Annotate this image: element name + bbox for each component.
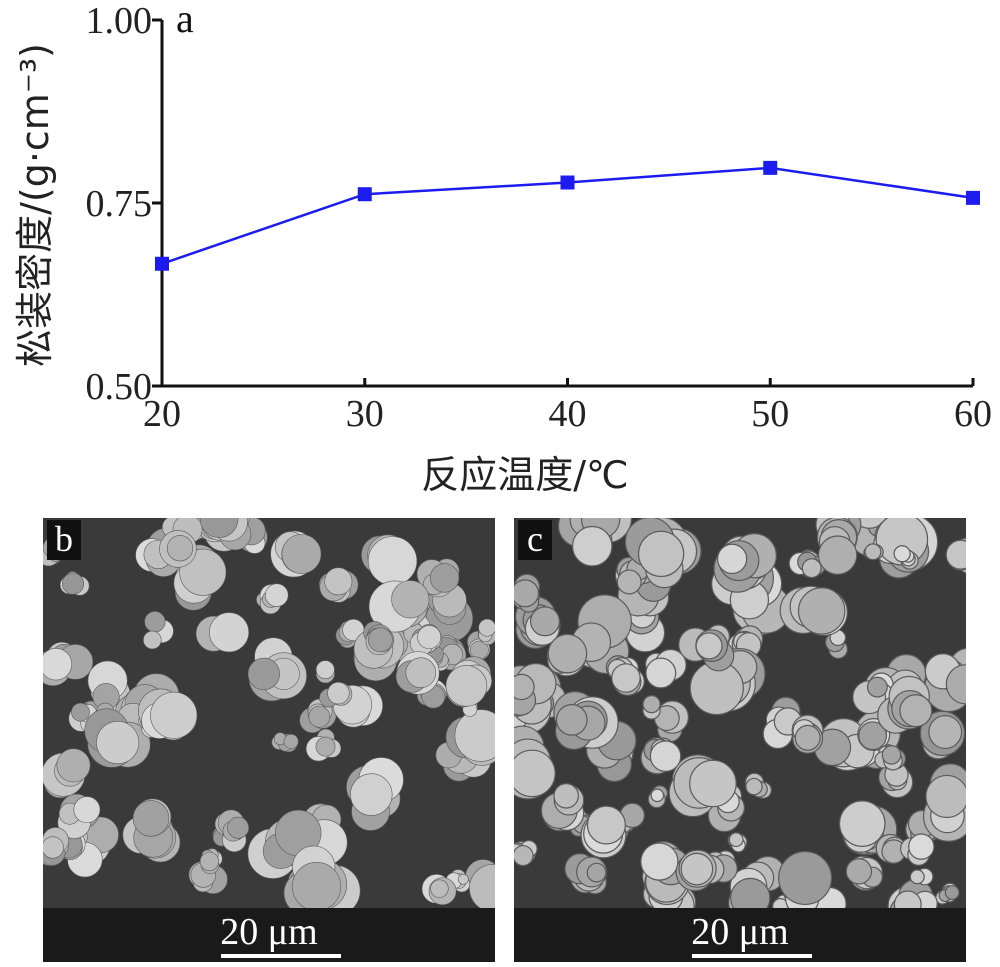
sem-micrograph-b [43,518,495,908]
x-tick-label: 60 [954,393,992,435]
y-axis-title: 松装密度/(g·cm⁻³) [13,43,57,367]
chart-ticks: 0.50 0.75 1.00 20 30 40 50 60 [86,0,993,435]
x-tick-label: 20 [143,393,181,435]
x-axis-title: 反应温度/℃ [421,453,628,497]
y-tick-label: 0.75 [86,183,153,225]
panel-label-c: c [518,520,552,560]
data-point [966,190,980,205]
data-point [763,160,778,175]
y-tick-label: 1.00 [86,0,153,42]
data-point [155,256,169,271]
data-point [560,175,575,190]
scale-bar-label-b: 20 μm [220,911,318,953]
scale-bar-c [692,954,812,958]
density-chart: 0.50 0.75 1.00 20 30 40 50 60 a 反应温度/℃ 松装密度/(g·… [13,0,993,497]
chart-axes [160,20,973,388]
x-tick-label: 50 [751,393,789,435]
x-tick-label: 40 [549,393,587,435]
sem-image-b: b 20 μm [43,518,495,962]
sem-image-c: c 20 μm [514,518,966,962]
panel-label-b: b [47,520,81,560]
data-point [357,187,372,202]
panel-label-a: a [176,0,194,41]
sem-micrograph-c [514,518,966,908]
chart-series [155,160,980,271]
scale-bar-area-b: 20 μm [43,908,495,962]
scale-bar-label-c: 20 μm [691,911,789,953]
y-tick-label: 0.50 [86,366,153,408]
scale-bar-b [221,954,341,958]
x-tick-label: 30 [346,393,384,435]
scale-bar-area-c: 20 μm [514,908,966,962]
